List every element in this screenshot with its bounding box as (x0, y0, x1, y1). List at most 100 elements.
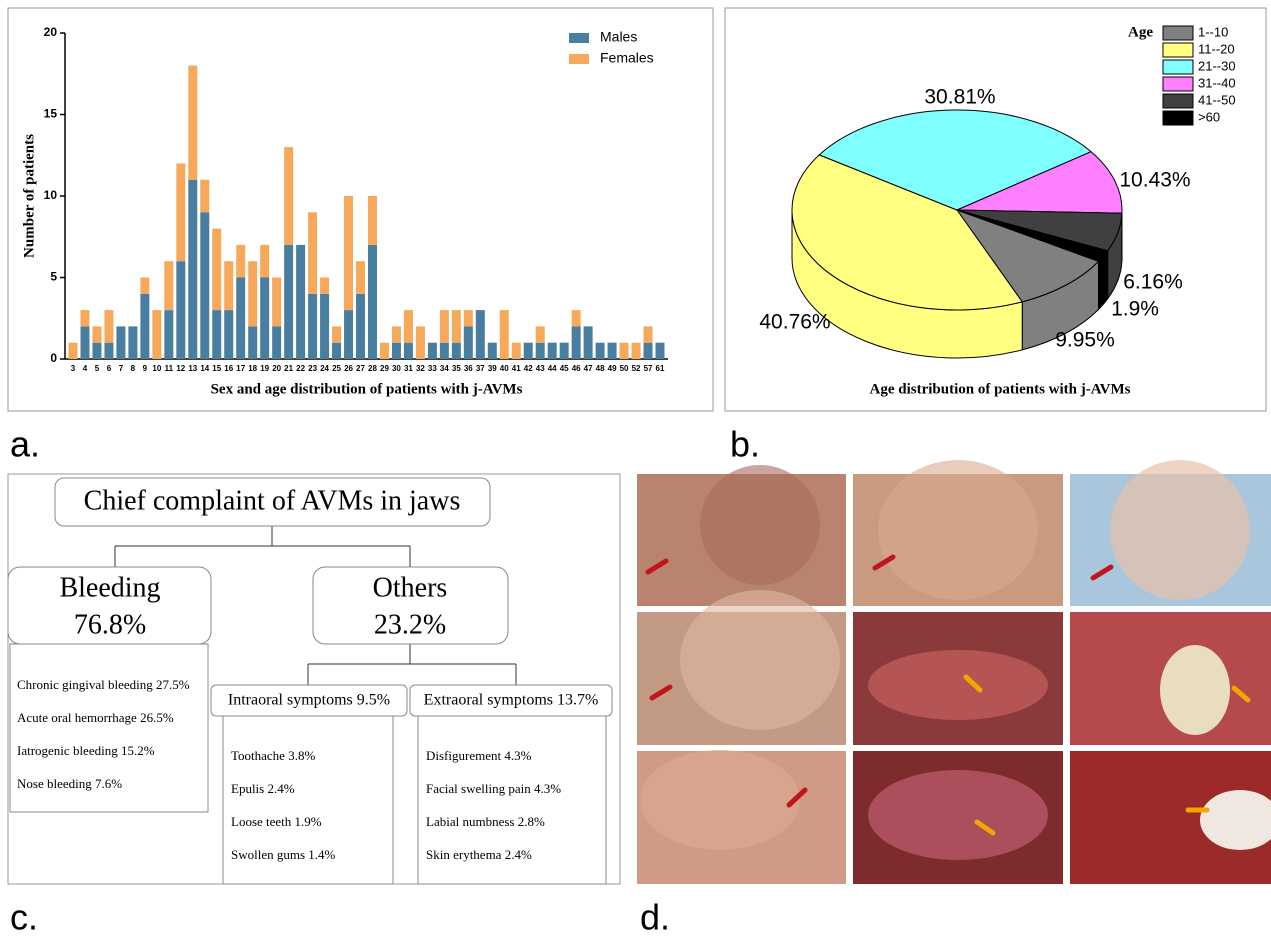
y-tick-label: 10 (44, 188, 58, 202)
list-item: Nose bleeding 7.6% (17, 776, 122, 791)
bar-segment (392, 326, 401, 342)
legend-label: Males (600, 29, 637, 45)
bar-segment (116, 326, 125, 359)
x-tick-label: 52 (632, 364, 641, 373)
x-tick-label: 21 (284, 364, 293, 373)
node-value: 23.2% (374, 609, 446, 640)
bar-segment (500, 310, 509, 359)
bar-segment (272, 326, 281, 359)
bar-segment (212, 229, 221, 311)
legend-label: >60 (1198, 109, 1220, 124)
diagram: Chief complaint of AVMs in jaws Bleeding… (8, 478, 612, 884)
list-item: Facial swelling pain 4.3% (426, 781, 561, 796)
bar-segment (200, 212, 209, 359)
bar-segment (308, 212, 317, 293)
bar-segment (656, 343, 665, 359)
bar-segment (104, 343, 113, 359)
x-tick-label: 3 (71, 364, 76, 373)
pie-label: 30.81% (924, 86, 995, 109)
x-axis-title: Age distribution of patients with j-AVMs (870, 381, 1131, 397)
x-tick-label: 22 (296, 364, 305, 373)
x-tick-label: 11 (165, 364, 174, 373)
legend-swatch (1163, 26, 1193, 40)
legend-title: Age (1128, 24, 1153, 40)
x-tick-label: 57 (644, 364, 653, 373)
bar-segment (404, 310, 413, 343)
x-tick-label: 35 (452, 364, 461, 373)
bar-segment (596, 343, 605, 359)
bar-segment (164, 261, 173, 310)
legend-label: Females (600, 50, 654, 66)
x-tick-label: 5 (95, 364, 100, 373)
x-axis-title: Sex and age distribution of patients wit… (211, 381, 523, 397)
list-item: Disfigurement 4.3% (426, 748, 532, 763)
bar-segment (260, 278, 269, 360)
legend-swatch (569, 33, 589, 43)
bar-segment (188, 66, 197, 180)
bar-segment (464, 326, 473, 359)
x-tick-label: 19 (260, 364, 269, 373)
x-tick-label: 48 (596, 364, 605, 373)
list-item: Chronic gingival bleeding 27.5% (17, 677, 190, 692)
bar-segment (332, 326, 341, 342)
x-tick-label: 24 (320, 364, 329, 373)
x-tick-label: 49 (608, 364, 617, 373)
bar-segment (212, 310, 221, 359)
list-item: Swollen gums 1.4% (231, 847, 336, 862)
x-tick-label: 33 (428, 364, 437, 373)
bar-segment (80, 310, 89, 326)
bar-segment (644, 326, 653, 342)
photo-grid (637, 460, 1271, 884)
bar-segment (69, 343, 78, 359)
x-tick-label: 29 (380, 364, 389, 373)
node-label: Others (373, 572, 448, 603)
bar-segment (188, 180, 197, 359)
x-tick-label: 45 (560, 364, 569, 373)
x-tick-label: 42 (524, 364, 533, 373)
bar-segment (380, 343, 389, 359)
list-item: Toothache 3.8% (231, 748, 315, 763)
bar-segment (80, 326, 89, 359)
bar-segment (476, 310, 485, 359)
list-item: Labial numbness 2.8% (426, 814, 545, 829)
legend-label: 11--20 (1198, 41, 1235, 56)
pie-label: 10.43% (1119, 169, 1190, 192)
x-tick-label: 14 (200, 364, 209, 373)
bar-segment (92, 343, 101, 359)
node-label: Extraoral symptoms 13.7% (424, 692, 599, 709)
list-item: Acute oral hemorrhage 26.5% (17, 710, 174, 725)
bar-segment (236, 278, 245, 360)
bar-segment (236, 245, 245, 278)
bar-segment (356, 294, 365, 359)
bar-segment (284, 147, 293, 245)
x-tick-label: 9 (143, 364, 148, 373)
x-tick-label: 39 (488, 364, 497, 373)
node-label: Intraoral symptoms 9.5% (228, 692, 390, 709)
list-item: Epulis 2.4% (231, 781, 295, 796)
bar-segment (608, 343, 617, 359)
bar-segment (524, 343, 533, 359)
bar-segment (92, 326, 101, 342)
x-tick-label: 15 (212, 364, 221, 373)
diagram-title: Chief complaint of AVMs in jaws (84, 485, 461, 516)
x-tick-label: 4 (83, 364, 88, 373)
y-tick-label: 20 (44, 25, 58, 39)
x-tick-label: 46 (572, 364, 581, 373)
bar-segment (224, 310, 233, 359)
legend-label: 1--10 (1198, 24, 1228, 39)
x-tick-label: 17 (236, 364, 245, 373)
bar-segment (452, 343, 461, 359)
bar-segment (140, 278, 149, 294)
x-tick-label: 10 (152, 364, 161, 373)
node-value: 76.8% (74, 609, 146, 640)
x-tick-label: 36 (464, 364, 473, 373)
y-tick-label: 0 (50, 351, 57, 365)
bar-segment (536, 326, 545, 342)
bar-segment (464, 310, 473, 326)
legend-label: 31--40 (1198, 75, 1236, 90)
bar-segment (488, 343, 497, 359)
x-tick-label: 31 (404, 364, 413, 373)
bar-segment (632, 343, 641, 359)
x-tick-label: 18 (248, 364, 257, 373)
panel-label: d. (640, 897, 670, 938)
